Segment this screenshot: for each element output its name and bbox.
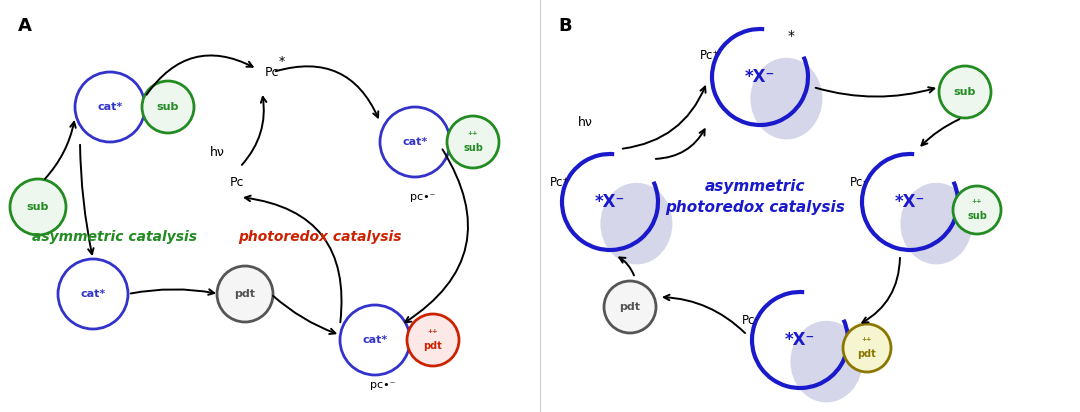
- Text: pdt: pdt: [620, 302, 640, 312]
- Text: B: B: [558, 17, 571, 35]
- Text: pc•⁻: pc•⁻: [410, 192, 435, 202]
- Text: Pc⁺: Pc⁺: [700, 49, 719, 61]
- Text: sub: sub: [27, 202, 50, 212]
- Circle shape: [953, 186, 1001, 234]
- Text: hν: hν: [578, 115, 593, 129]
- Text: cat*: cat*: [363, 335, 388, 345]
- Text: *X⁻: *X⁻: [595, 193, 625, 211]
- Circle shape: [604, 281, 656, 333]
- Text: *X⁻: *X⁻: [895, 193, 926, 211]
- Text: cat*: cat*: [97, 102, 123, 112]
- Circle shape: [217, 266, 273, 322]
- Ellipse shape: [791, 321, 863, 403]
- Text: *: *: [279, 54, 285, 68]
- Text: ⁺⁺
sub: ⁺⁺ sub: [967, 199, 987, 221]
- Ellipse shape: [600, 183, 673, 265]
- Text: *X⁻: *X⁻: [745, 68, 775, 86]
- Text: *: *: [787, 29, 795, 43]
- Text: ⁺⁺
sub: ⁺⁺ sub: [463, 131, 483, 153]
- Text: sub: sub: [157, 102, 179, 112]
- Circle shape: [380, 107, 450, 177]
- Text: sub: sub: [954, 87, 976, 97]
- Text: pc•⁻: pc•⁻: [370, 380, 395, 390]
- Circle shape: [939, 66, 991, 118]
- Text: A: A: [18, 17, 32, 35]
- Text: cat*: cat*: [80, 289, 106, 299]
- Circle shape: [10, 179, 66, 235]
- Circle shape: [58, 259, 129, 329]
- Text: Pc·: Pc·: [850, 176, 866, 189]
- Circle shape: [340, 305, 410, 375]
- Circle shape: [407, 314, 459, 366]
- Ellipse shape: [901, 183, 972, 265]
- Text: Pc: Pc: [230, 176, 244, 189]
- Text: Pc⁺: Pc⁺: [550, 176, 570, 189]
- Circle shape: [75, 72, 145, 142]
- Text: hν: hν: [210, 145, 225, 159]
- Text: ⁺⁺
pdt: ⁺⁺ pdt: [858, 337, 876, 359]
- Text: asymmetric catalysis: asymmetric catalysis: [32, 230, 198, 244]
- Circle shape: [141, 81, 194, 133]
- Circle shape: [447, 116, 499, 168]
- Text: ⁺⁺
pdt: ⁺⁺ pdt: [423, 329, 443, 351]
- Text: cat*: cat*: [403, 137, 428, 147]
- Text: asymmetric
photoredox catalysis: asymmetric photoredox catalysis: [665, 179, 845, 215]
- Text: *X⁻: *X⁻: [785, 331, 815, 349]
- Text: Pc: Pc: [265, 66, 280, 79]
- Text: photoredox catalysis: photoredox catalysis: [239, 230, 402, 244]
- Ellipse shape: [751, 58, 822, 139]
- Text: pdt: pdt: [234, 289, 256, 299]
- Text: Pc·: Pc·: [742, 314, 758, 326]
- Circle shape: [843, 324, 891, 372]
